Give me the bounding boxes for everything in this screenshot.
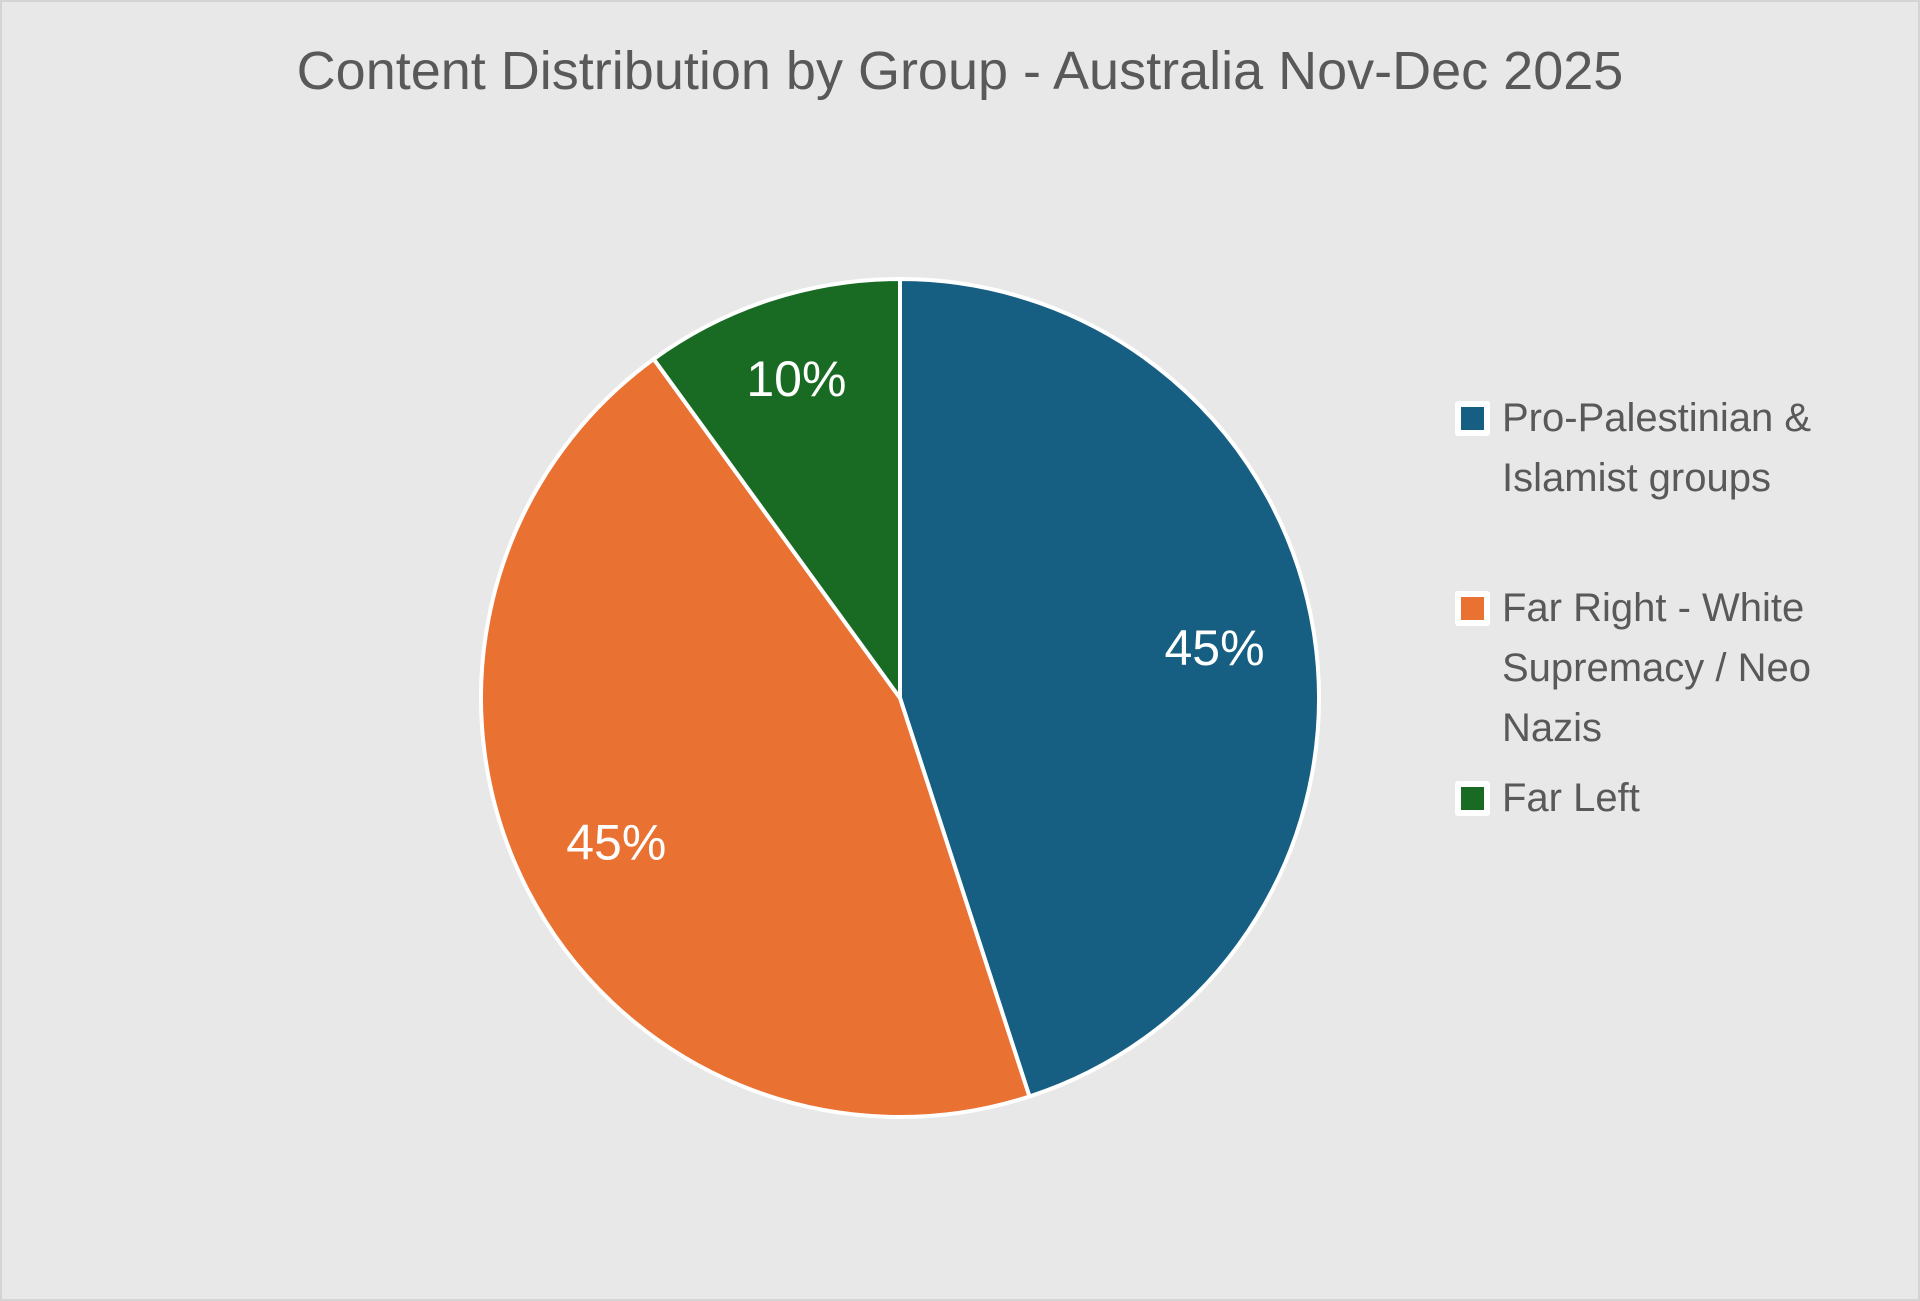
legend-marker bbox=[1455, 781, 1490, 816]
legend-marker bbox=[1455, 401, 1490, 436]
legend-item-far-left: Far Left bbox=[1455, 768, 1895, 828]
data-label: 45% bbox=[1164, 620, 1264, 676]
legend-label: Far Left bbox=[1502, 776, 1640, 820]
legend-label: Pro-Palestinian & Islamist groups bbox=[1502, 396, 1812, 500]
legend-item-far-right: Far Right - White Supremacy / Neo Nazis bbox=[1455, 578, 1895, 768]
slice-far-right bbox=[479, 356, 1033, 1119]
legend-marker bbox=[1455, 591, 1490, 626]
data-label: 45% bbox=[566, 815, 666, 871]
chart-title: Content Distribution by Group - Australi… bbox=[296, 41, 1624, 101]
legend-item-pro-palestinian: Pro-Palestinian & Islamist groups bbox=[1455, 388, 1895, 578]
legend: Pro-Palestinian & Islamist groups Far Ri… bbox=[1455, 388, 1895, 828]
data-label: 10% bbox=[746, 351, 846, 407]
legend-label: Far Right - White Supremacy / Neo Nazis bbox=[1502, 586, 1812, 750]
slice-far-left bbox=[650, 276, 902, 705]
slice-pro-palestinian bbox=[898, 276, 1321, 1100]
